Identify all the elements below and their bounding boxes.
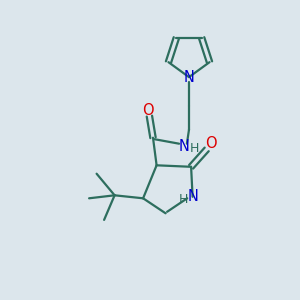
Text: N: N [179, 139, 190, 154]
Text: H: H [178, 193, 188, 206]
Text: O: O [206, 136, 217, 152]
Text: O: O [142, 103, 154, 118]
Text: N: N [184, 70, 194, 85]
Text: N: N [187, 189, 198, 204]
Text: H: H [189, 142, 199, 155]
